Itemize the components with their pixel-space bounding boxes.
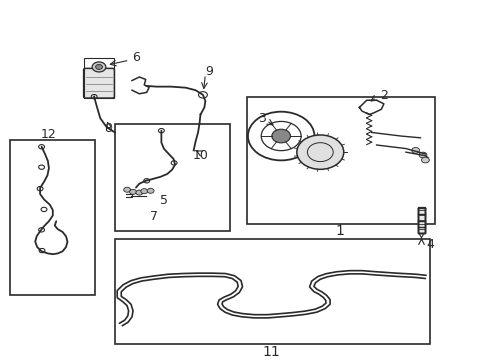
Bar (10, 140, 95, 295)
Bar (115, 239, 429, 345)
Circle shape (92, 62, 105, 72)
Text: 10: 10 (192, 149, 208, 162)
Text: 1: 1 (335, 224, 344, 238)
Text: 7: 7 (150, 210, 158, 223)
Text: 12: 12 (41, 128, 57, 141)
Text: 2: 2 (379, 89, 387, 102)
Text: 9: 9 (205, 65, 213, 78)
Circle shape (141, 189, 147, 194)
Bar (83, 58, 114, 98)
Bar (115, 123, 229, 231)
Bar (417, 207, 425, 233)
FancyBboxPatch shape (83, 68, 114, 98)
Circle shape (129, 189, 136, 194)
Text: 5: 5 (160, 194, 167, 207)
Circle shape (95, 64, 102, 69)
Text: 6: 6 (132, 51, 140, 64)
Text: 11: 11 (262, 345, 280, 359)
Circle shape (296, 135, 343, 169)
Circle shape (147, 188, 154, 193)
Text: 4: 4 (426, 238, 433, 251)
Circle shape (421, 157, 428, 163)
Text: 3: 3 (257, 112, 265, 125)
Bar (246, 96, 434, 224)
Circle shape (271, 129, 290, 143)
Circle shape (418, 152, 426, 158)
Circle shape (411, 148, 419, 153)
Text: 8: 8 (104, 122, 112, 135)
Circle shape (123, 187, 130, 192)
Circle shape (136, 190, 142, 195)
